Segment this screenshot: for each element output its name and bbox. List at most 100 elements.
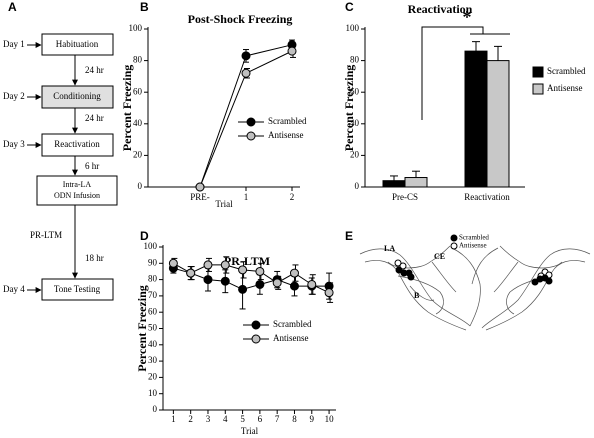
y-tick-label: 10 xyxy=(148,388,158,398)
y-tick-label: 20 xyxy=(148,371,158,381)
x-tick-label: 7 xyxy=(275,414,280,424)
x-tick-label: 1 xyxy=(244,192,249,202)
arrows xyxy=(27,42,78,293)
x-tick-label: Pre-CS xyxy=(392,192,418,202)
marker xyxy=(307,279,317,289)
significance-bracket xyxy=(421,26,510,120)
legend-label: Scrambled xyxy=(547,66,586,76)
region-label: LA xyxy=(384,244,395,253)
y-tick-label: 60 xyxy=(133,86,143,96)
legend-marker xyxy=(246,117,256,127)
y-tick-label: 100 xyxy=(144,241,158,251)
step-label: Tone Testing xyxy=(54,284,101,294)
marker xyxy=(186,268,196,278)
legend-marker xyxy=(251,334,261,344)
y-tick-label: 0 xyxy=(153,404,158,414)
marker xyxy=(255,266,265,276)
y-tick-label: 40 xyxy=(133,118,143,128)
marker xyxy=(220,276,230,286)
marker xyxy=(195,182,205,192)
legend-label: Antisense xyxy=(273,333,309,343)
legend-label: Antisense xyxy=(547,83,583,93)
y-tick-label: 20 xyxy=(350,149,360,159)
panel-label: A xyxy=(8,0,17,14)
step-box xyxy=(41,278,114,301)
marker xyxy=(238,284,248,294)
y-tick-label: 0 xyxy=(355,181,360,191)
x-tick-label: 2 xyxy=(188,414,193,424)
y-tick-label: 50 xyxy=(148,323,158,333)
day-label: Day 1 xyxy=(3,39,25,49)
y-tick-label: 80 xyxy=(350,55,360,65)
marker xyxy=(289,281,299,291)
y-axis-label: Percent Freezing xyxy=(135,285,149,372)
panel-label: B xyxy=(140,0,149,14)
region-label: CE xyxy=(434,252,445,261)
legend-marker xyxy=(246,131,256,141)
panel-label: E xyxy=(345,229,353,243)
y-tick-label: 100 xyxy=(346,23,360,33)
marker xyxy=(203,260,213,270)
x-tick-label: 4 xyxy=(223,414,228,424)
panel-label: C xyxy=(345,0,354,14)
step-box xyxy=(36,175,118,206)
legend-label: Scrambled xyxy=(273,319,312,329)
day-label: Day 4 xyxy=(3,284,25,294)
injection-sites xyxy=(394,234,553,286)
legend-swatch xyxy=(532,66,544,78)
marker xyxy=(241,68,251,78)
step-box xyxy=(41,85,114,109)
marker xyxy=(289,268,299,278)
x-tick-label: 6 xyxy=(258,414,263,424)
x-tick-label: PRE- xyxy=(190,192,210,202)
series-line xyxy=(173,267,330,290)
chart-title: PR-LTM xyxy=(224,254,270,268)
interval-label: 18 hr xyxy=(85,253,104,263)
x-axis-label: Trial xyxy=(215,199,233,209)
bar xyxy=(464,50,488,188)
legend-label: Scrambled xyxy=(459,234,489,242)
step-label: Conditioning xyxy=(53,91,101,101)
y-tick-label: 70 xyxy=(148,290,158,300)
y-tick-label: 80 xyxy=(148,274,158,284)
bar xyxy=(486,60,510,188)
marker xyxy=(203,275,213,285)
series-line xyxy=(173,262,330,294)
step-box xyxy=(41,33,114,56)
test-label: PR-LTM xyxy=(30,230,62,240)
x-tick-label: 1 xyxy=(171,414,176,424)
y-tick-label: 0 xyxy=(138,181,143,191)
y-tick-label: 30 xyxy=(148,355,158,365)
interval-label: 24 hr xyxy=(85,113,104,123)
marker xyxy=(287,46,297,56)
step-label: Intra-LA xyxy=(63,180,92,189)
y-axis-label: Percent Freezing xyxy=(120,65,134,152)
interval-label: 6 hr xyxy=(85,161,99,171)
y-tick-label: 40 xyxy=(148,339,158,349)
day-label: Day 3 xyxy=(3,139,25,149)
y-tick-label: 20 xyxy=(133,149,143,159)
bar xyxy=(382,180,406,188)
y-tick-label: 80 xyxy=(133,55,143,65)
x-tick-label: Reactivation xyxy=(464,192,510,202)
y-axis-label: Percent Freezing xyxy=(342,65,356,152)
y-tick-label: 90 xyxy=(148,257,158,267)
interval-label: 24 hr xyxy=(85,65,104,75)
x-tick-label: 2 xyxy=(290,192,295,202)
marker xyxy=(220,260,230,270)
y-tick-label: 100 xyxy=(129,23,143,33)
step-label: Habituation xyxy=(56,39,99,49)
significance-star: * xyxy=(463,7,472,27)
marker xyxy=(324,288,334,298)
legend-label: Antisense xyxy=(268,130,304,140)
legend-swatch xyxy=(532,83,544,95)
region-label: B xyxy=(414,291,420,300)
legend-label: Scrambled xyxy=(268,116,307,126)
x-tick-label: 3 xyxy=(206,414,211,424)
marker xyxy=(241,51,251,61)
x-tick-label: 9 xyxy=(310,414,315,424)
legend-marker xyxy=(251,320,261,330)
day-label: Day 2 xyxy=(3,91,25,101)
step-box xyxy=(41,133,114,157)
